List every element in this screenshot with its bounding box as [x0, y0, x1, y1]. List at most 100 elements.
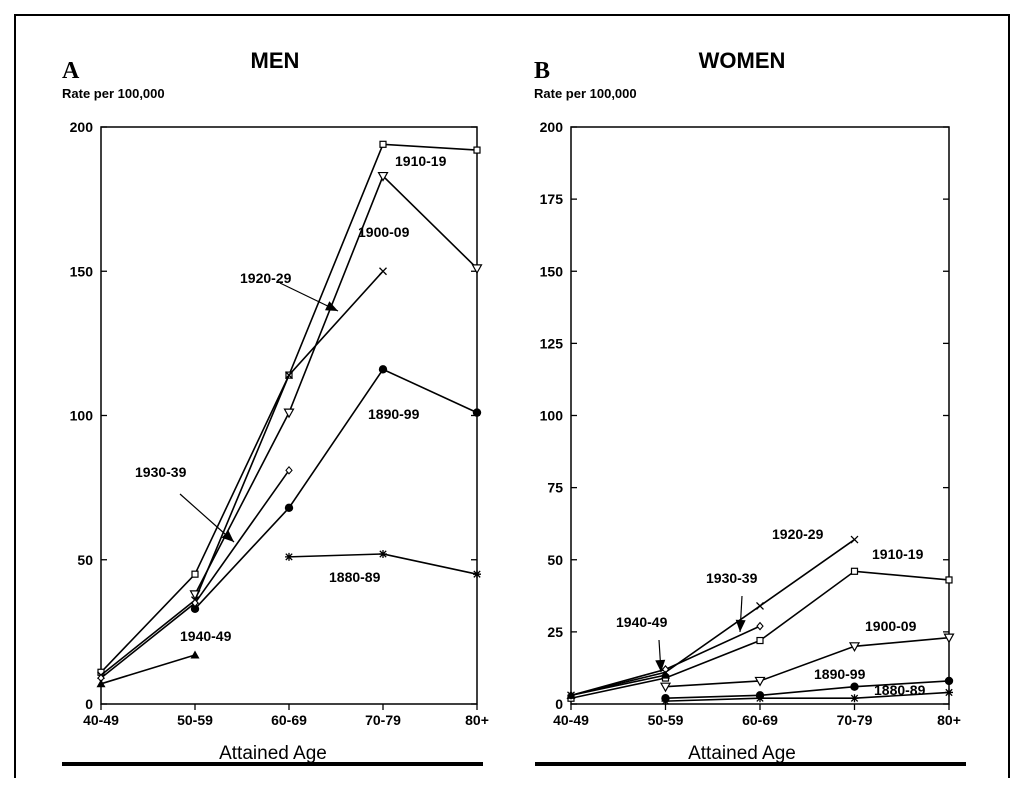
series-1900-09: 1900-09: [659, 618, 955, 693]
data-point: [659, 682, 672, 693]
data-point: [945, 576, 953, 584]
y-tick-label: 50: [547, 552, 563, 568]
x-tick-label: 60-69: [271, 712, 307, 728]
y-tick-label: 0: [555, 696, 563, 712]
series-line: [194, 368, 478, 610]
series-1930-39: 1930-39: [567, 570, 764, 700]
series-label: 1910-19: [395, 153, 447, 169]
x-tick-label: 70-79: [365, 712, 401, 728]
chart-title-women: WOMEN: [699, 48, 786, 73]
x-tick-label: 80+: [465, 712, 489, 728]
y-tick-label: 0: [85, 696, 93, 712]
data-point: [96, 679, 106, 688]
bottom-rule-men: [62, 762, 483, 766]
data-point: [283, 408, 295, 419]
series-1920-29: 1920-29: [97, 267, 387, 680]
y-tick-label: 100: [70, 408, 94, 424]
bottom-rule-women: [535, 762, 966, 766]
x-axis-label-women: Attained Age: [688, 743, 796, 764]
y-tick-label: 150: [70, 263, 94, 279]
y-tick-label: 200: [540, 119, 564, 135]
data-point: [285, 371, 293, 380]
y-tick-label: 150: [540, 263, 564, 279]
data-point: [661, 670, 670, 679]
data-point: [472, 408, 482, 417]
annotation-arrow: [179, 493, 235, 543]
data-point: [848, 642, 861, 653]
data-point: [378, 365, 388, 374]
series-line: [665, 636, 950, 688]
series-label: 1940-49: [180, 628, 232, 644]
series-label: 1880-89: [329, 569, 381, 585]
series-label: 1930-39: [135, 464, 187, 480]
series-1940-49: 1940-49: [96, 628, 232, 688]
data-point: [473, 570, 481, 579]
x-tick-label: 40-49: [553, 712, 589, 728]
series-line: [100, 143, 478, 673]
chart-title-men: MEN: [251, 48, 300, 73]
data-point: [944, 676, 954, 686]
data-point: [191, 570, 199, 578]
series-1890-99: 1890-99: [190, 365, 482, 613]
data-point: [756, 636, 764, 645]
data-point: [379, 549, 387, 558]
data-point: [943, 633, 955, 644]
series-1880-89: 1880-89: [285, 549, 481, 585]
data-point: [190, 604, 200, 613]
data-point: [850, 567, 859, 575]
y-tick-label: 25: [547, 624, 563, 640]
data-point: [661, 694, 670, 703]
series-label: 1920-29: [240, 270, 292, 286]
series-label: 1890-99: [368, 406, 420, 422]
data-point: [566, 690, 576, 699]
series-label: 1920-29: [772, 526, 824, 542]
series-1880-89: 1880-89: [661, 682, 953, 706]
data-point: [754, 676, 766, 687]
plot-area-men: 0 50 100 150 200 40-49 50-59 60-69 70-79 80+ 1880-…: [70, 119, 489, 728]
series-line: [194, 174, 478, 595]
data-point: [379, 267, 387, 276]
plot-area-women: 0 25 50 75 100 125 150 175 200 40-49 50-59 60-69 70-…: [540, 119, 961, 728]
x-tick-label: 60-69: [742, 712, 778, 728]
series-label: 1930-39: [706, 570, 758, 586]
data-point: [284, 503, 294, 513]
x-tick-label: 80+: [937, 712, 961, 728]
data-point: [945, 688, 953, 697]
annotation-arrow: [655, 639, 666, 673]
data-point: [755, 691, 765, 700]
y-tick-label: 200: [70, 119, 94, 135]
series-line: [100, 270, 384, 676]
series-label: 1900-09: [358, 224, 410, 240]
data-point: [190, 650, 200, 659]
series-line: [570, 538, 855, 697]
series-line: [570, 674, 666, 697]
data-point: [756, 621, 764, 631]
series-label: 1940-49: [616, 614, 668, 630]
series-1940-49: 1940-49: [566, 614, 670, 699]
data-point: [285, 465, 293, 475]
y-tick-label: 75: [547, 480, 563, 496]
series-1890-99: 1890-99: [661, 666, 954, 703]
annotation-arrow: [279, 282, 339, 312]
data-point: [850, 694, 859, 703]
data-point: [756, 601, 764, 610]
data-point: [850, 535, 859, 544]
panel-women: B WOMEN Rate per 100,000 Attained Age 0 2…: [534, 48, 961, 764]
y-tick-label: 50: [77, 552, 93, 568]
series-line: [100, 654, 196, 685]
panel-letter-a: A: [62, 58, 80, 84]
y-tick-label: 125: [540, 335, 564, 351]
y-axis-label-men: Rate per 100,000: [62, 86, 165, 101]
panel-men: A MEN Rate per 100,000 Attained Age 0 50 1…: [62, 48, 489, 764]
series-1930-39: 1930-39: [97, 464, 293, 683]
series-line: [665, 680, 950, 700]
data-point: [191, 598, 199, 608]
series-1910-19: 1910-19: [97, 140, 481, 676]
annotation-arrow: [735, 595, 746, 633]
series-label: 1910-19: [872, 546, 924, 562]
y-tick-label: 100: [540, 408, 564, 424]
y-axis-label-women: Rate per 100,000: [534, 86, 637, 101]
data-point: [377, 171, 389, 182]
x-tick-label: 70-79: [837, 712, 873, 728]
